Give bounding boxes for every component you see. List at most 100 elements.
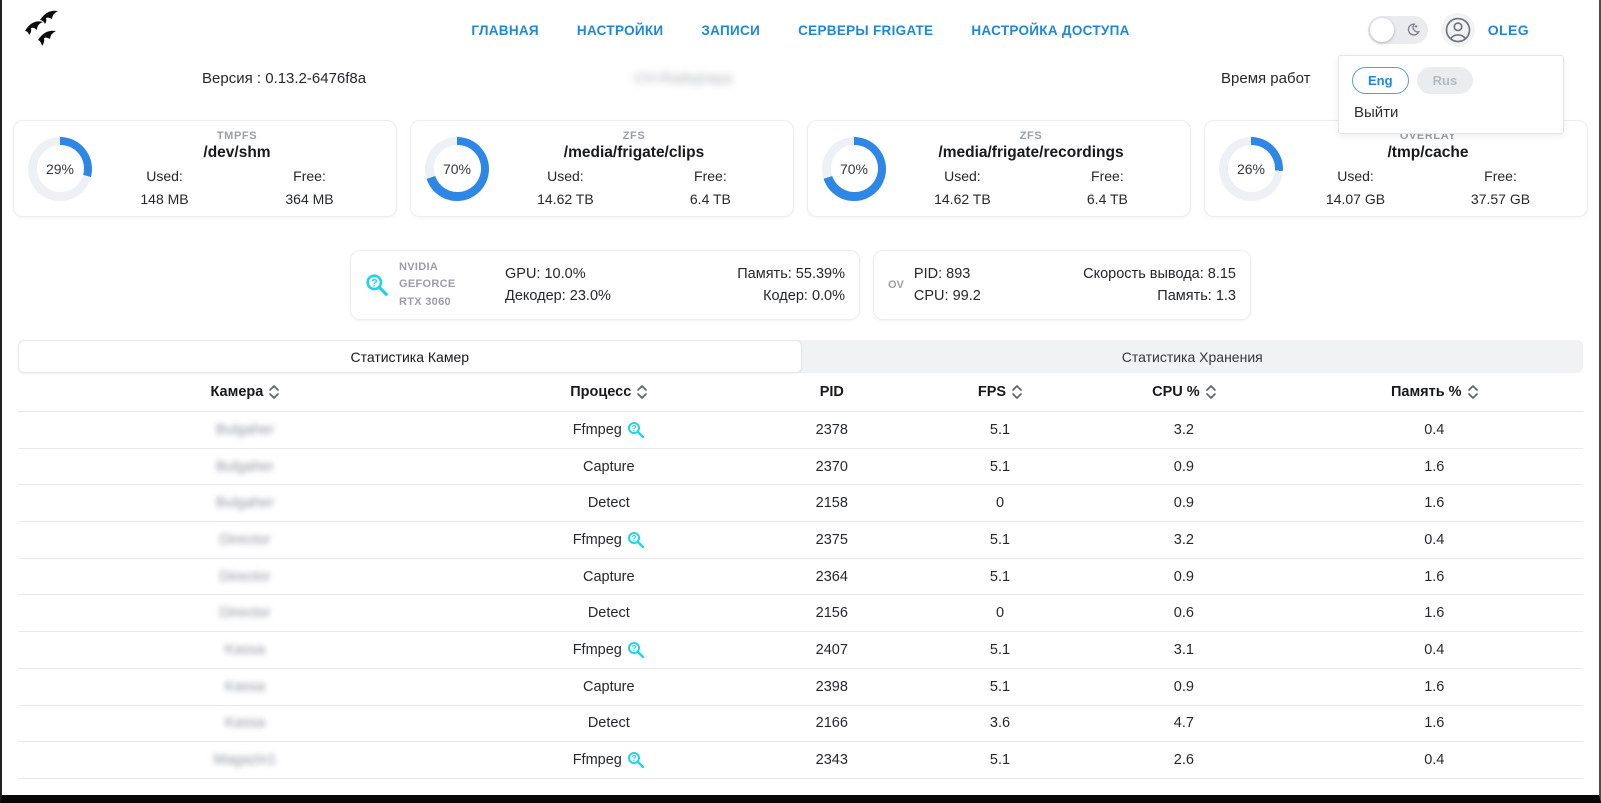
logout-button[interactable]: Выйти bbox=[1354, 104, 1399, 121]
ffmpeg-info-icon[interactable] bbox=[627, 751, 645, 769]
col-memory[interactable]: Память % bbox=[1286, 384, 1583, 400]
camera-name-blurred: Director bbox=[219, 568, 271, 585]
col-pid: PID bbox=[819, 384, 844, 400]
camera-name-blurred: Magazin1 bbox=[213, 752, 277, 769]
ov-cpu: CPU: 99.2 bbox=[913, 288, 981, 304]
process-name: Detect bbox=[587, 715, 630, 732]
dark-mode-toggle[interactable] bbox=[1367, 16, 1428, 44]
gpu-info-icon[interactable] bbox=[365, 273, 389, 297]
sort-icon[interactable] bbox=[1012, 384, 1022, 400]
camera-name-blurred: Kassa bbox=[224, 715, 266, 732]
memory-value: 1.6 bbox=[1424, 458, 1445, 475]
gpu-encoder: Кодер: 0.0% bbox=[763, 288, 845, 304]
free-label: Free: bbox=[1484, 168, 1517, 184]
sort-icon[interactable] bbox=[269, 384, 279, 400]
fps-value: 5.1 bbox=[989, 752, 1011, 769]
free-label: Free: bbox=[293, 168, 326, 184]
camera-name-blurred: Bulgaher bbox=[215, 421, 274, 438]
gpu-name-label: NVIDIA GEFORCE RTX 3060 bbox=[399, 260, 456, 308]
free-value: 6.4 TB bbox=[689, 191, 731, 207]
fs-path-label: /media/frigate/clips bbox=[563, 144, 705, 161]
lang-eng-button[interactable]: Eng bbox=[1352, 67, 1409, 94]
memory-value: 1.6 bbox=[1424, 568, 1445, 585]
storage-cards-row: 29% TMPFS /dev/shm Used: 148 MB Free: 36… bbox=[13, 120, 1588, 217]
usage-donut: 26% bbox=[1219, 136, 1283, 201]
sort-icon[interactable] bbox=[1206, 384, 1216, 400]
table-row: Bulgaher Capture 2370 5.1 0.9 1.6 bbox=[18, 449, 1583, 486]
version-label: Версия : 0.13.2-6476f8a bbox=[202, 70, 367, 87]
pid-value: 2343 bbox=[815, 752, 848, 769]
stats-tabs: Статистика Камер Статистика Хранения bbox=[18, 340, 1583, 373]
ffmpeg-info-icon[interactable] bbox=[627, 421, 645, 439]
lang-rus-button[interactable]: Rus bbox=[1416, 67, 1474, 94]
used-label: Used: bbox=[547, 168, 584, 184]
usage-percent: 26% bbox=[1236, 160, 1266, 177]
tab-storage-stats[interactable]: Статистика Хранения bbox=[1121, 348, 1263, 365]
cpu-value: 0.6 bbox=[1173, 605, 1194, 622]
free-value: 364 MB bbox=[285, 191, 334, 207]
ov-card: OV PID: 893 CPU: 99.2 Скорость вывода: 8… bbox=[873, 250, 1251, 320]
storage-card-clips: 70% ZFS /media/frigate/clips Used: 14.62… bbox=[410, 120, 794, 217]
camera-stats-table: Камера Процесс PID FPS CPU % Память % bbox=[18, 373, 1583, 779]
user-avatar[interactable] bbox=[1440, 13, 1475, 47]
table-header-row: Камера Процесс PID FPS CPU % Память % bbox=[18, 373, 1583, 412]
pid-value: 2156 bbox=[815, 605, 848, 622]
free-value: 37.57 GB bbox=[1470, 191, 1531, 207]
cpu-value: 2.6 bbox=[1173, 752, 1194, 769]
fps-value: 5.1 bbox=[989, 678, 1011, 695]
username-button[interactable]: OLEG bbox=[1487, 22, 1529, 38]
sort-icon[interactable] bbox=[1468, 384, 1478, 400]
gpu-decoder: Декодер: 23.0% bbox=[505, 288, 611, 304]
pid-value: 2398 bbox=[815, 678, 848, 695]
col-fps[interactable]: FPS bbox=[918, 384, 1082, 400]
table-body: Bulgaher Ffmpeg 2378 5.1 3.2 0.4 Bulgahe… bbox=[18, 412, 1583, 779]
col-process[interactable]: Процесс bbox=[472, 384, 746, 400]
tab-camera-stats[interactable]: Статистика Камер bbox=[18, 340, 802, 373]
frigate-logo-icon bbox=[16, 7, 68, 53]
cpu-value: 0.9 bbox=[1173, 495, 1194, 512]
nav-recordings[interactable]: ЗАПИСИ bbox=[701, 22, 761, 38]
cpu-value: 0.9 bbox=[1173, 568, 1194, 585]
memory-value: 0.4 bbox=[1424, 752, 1445, 769]
cpu-value: 3.2 bbox=[1173, 531, 1194, 548]
fs-path-label: /media/frigate/recordings bbox=[938, 144, 1124, 161]
language-switcher: Eng Rus bbox=[1352, 67, 1550, 94]
fs-type-label: TMPFS bbox=[216, 130, 258, 142]
free-label: Free: bbox=[1091, 168, 1124, 184]
memory-value: 0.4 bbox=[1424, 531, 1445, 548]
fps-value: 5.1 bbox=[989, 458, 1011, 475]
fps-value: 0 bbox=[995, 495, 1005, 512]
ffmpeg-info-icon[interactable] bbox=[627, 641, 645, 659]
usage-percent: 29% bbox=[45, 160, 75, 177]
nav-settings[interactable]: НАСТРОЙКИ bbox=[576, 22, 664, 38]
nav-access-settings[interactable]: НАСТРОЙКА ДОСТУПА bbox=[971, 22, 1130, 38]
col-camera[interactable]: Камера bbox=[18, 384, 472, 400]
ov-memory: Память: 1.3 bbox=[1157, 288, 1236, 304]
camera-name-blurred: Bulgaher bbox=[215, 495, 274, 512]
used-value: 14.62 TB bbox=[537, 191, 594, 207]
top-bar: ГЛАВНАЯ НАСТРОЙКИ ЗАПИСИ СЕРВЕРЫ FRIGATE… bbox=[2, 0, 1599, 60]
table-row: Director Detect 2156 0 0.6 1.6 bbox=[18, 595, 1583, 633]
table-row: Bulgaher Detect 2158 0 0.9 1.6 bbox=[18, 485, 1583, 523]
cpu-value: 3.2 bbox=[1173, 421, 1194, 438]
camera-name-blurred: Kassa bbox=[224, 641, 266, 658]
process-name: Capture bbox=[582, 458, 635, 475]
process-name: Capture bbox=[582, 678, 635, 695]
ffmpeg-info-icon[interactable] bbox=[627, 531, 645, 549]
pid-value: 2370 bbox=[815, 458, 848, 475]
cpu-value: 0.9 bbox=[1173, 458, 1194, 475]
pid-value: 2158 bbox=[815, 495, 848, 512]
pid-value: 2407 bbox=[815, 641, 848, 658]
nav-frigate-servers[interactable]: СЕРВЕРЫ FRIGATE bbox=[798, 22, 934, 38]
sort-icon[interactable] bbox=[637, 384, 647, 400]
camera-name-blurred: Kassa bbox=[224, 678, 266, 695]
ov-output-speed: Скорость вывода: 8.15 bbox=[1083, 266, 1236, 282]
col-cpu[interactable]: CPU % bbox=[1082, 384, 1285, 400]
header-right-cluster: OLEG bbox=[1367, 0, 1529, 60]
used-value: 14.62 TB bbox=[934, 191, 991, 207]
table-row: Magazin1 Ffmpeg 2343 5.1 2.6 0.4 bbox=[18, 742, 1583, 779]
nav-home[interactable]: ГЛАВНАЯ bbox=[471, 22, 539, 38]
fps-value: 0 bbox=[995, 605, 1005, 622]
used-label: Used: bbox=[944, 168, 981, 184]
memory-value: 1.6 bbox=[1424, 678, 1445, 695]
